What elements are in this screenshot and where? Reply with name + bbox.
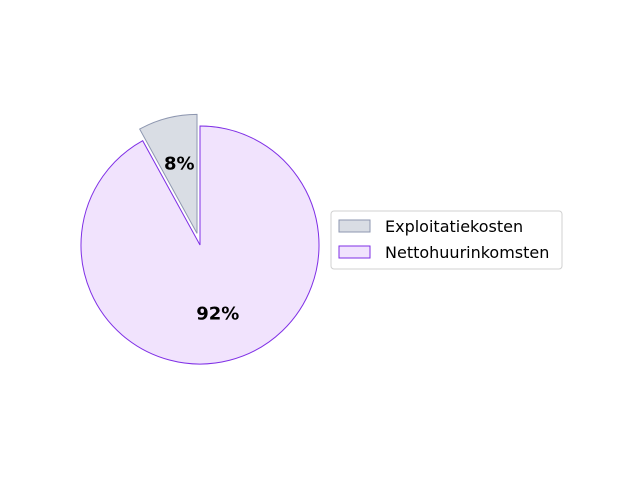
legend-label-nettohuurinkomsten: Nettohuurinkomsten	[385, 243, 549, 262]
percent-labels: 8% 92%	[164, 154, 239, 325]
pie-slice-nettohuurinkomsten	[80, 125, 320, 365]
percent-label-nettohuurinkomsten: 92%	[196, 304, 239, 325]
legend-frame	[330, 210, 563, 270]
legend-swatch-nettohuurinkomsten	[338, 245, 371, 259]
legend-label-exploitatiekosten: Exploitatiekosten	[385, 217, 523, 236]
legend-swatch-exploitatiekosten	[338, 219, 371, 233]
pie-slices	[80, 113, 320, 365]
legend: Exploitatiekosten Nettohuurinkomsten	[330, 210, 563, 270]
pie-slice-exploitatiekosten	[139, 113, 198, 234]
percent-label-exploitatiekosten: 8%	[164, 154, 195, 175]
